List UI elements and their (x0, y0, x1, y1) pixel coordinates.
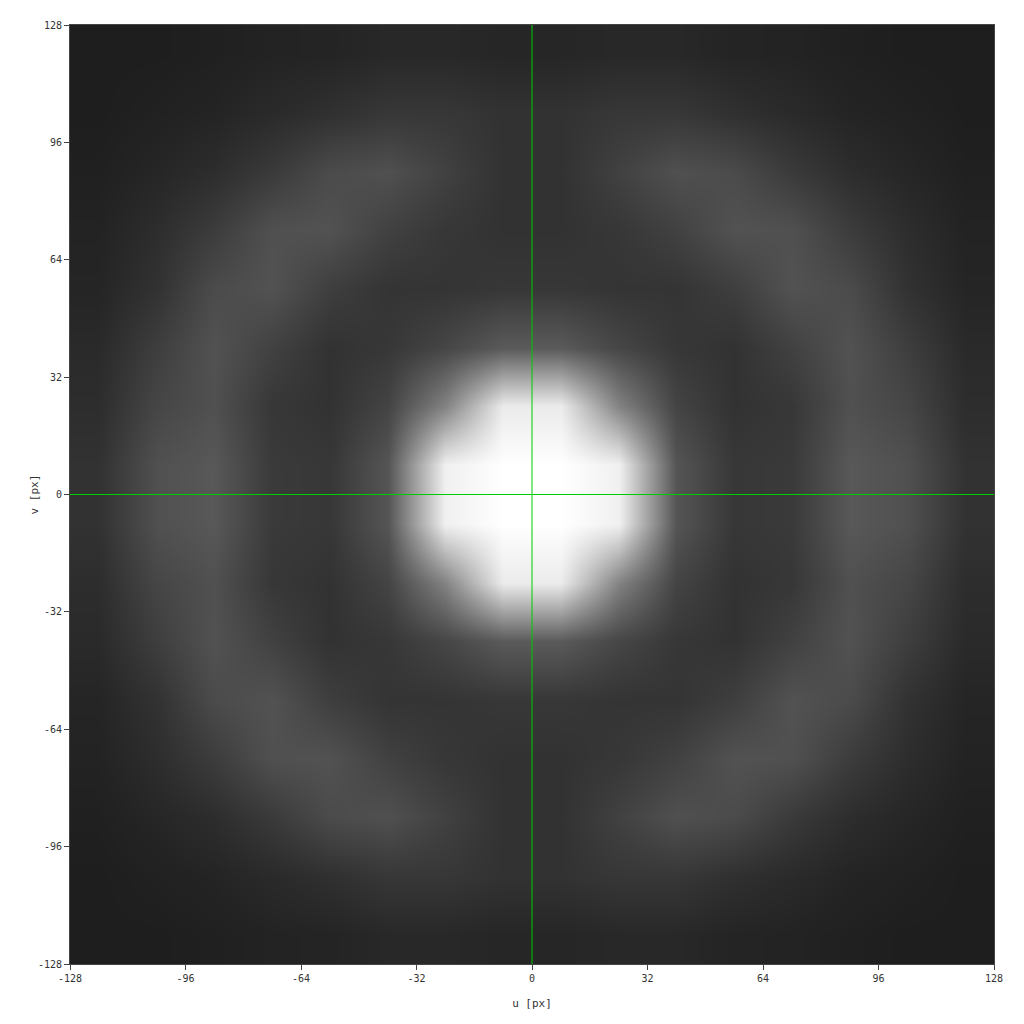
svg-text:-128: -128 (58, 973, 82, 984)
svg-text:-32: -32 (44, 606, 62, 617)
svg-text:-128: -128 (38, 959, 62, 970)
svg-text:-64: -64 (44, 724, 62, 735)
svg-text:128: 128 (44, 20, 62, 31)
svg-text:u [px]: u [px] (512, 997, 552, 1010)
svg-text:v [px]: v [px] (28, 475, 41, 515)
svg-text:128: 128 (985, 973, 1003, 984)
svg-text:0: 0 (56, 489, 62, 500)
svg-text:-96: -96 (176, 973, 194, 984)
svg-text:-64: -64 (292, 973, 310, 984)
svg-text:64: 64 (757, 973, 769, 984)
svg-text:0: 0 (529, 973, 535, 984)
svg-text:96: 96 (872, 973, 884, 984)
svg-text:-32: -32 (407, 973, 425, 984)
svg-text:32: 32 (641, 973, 653, 984)
svg-text:96: 96 (50, 137, 62, 148)
svg-text:-96: -96 (44, 841, 62, 852)
svg-text:32: 32 (50, 372, 62, 383)
svg-text:64: 64 (50, 254, 62, 265)
